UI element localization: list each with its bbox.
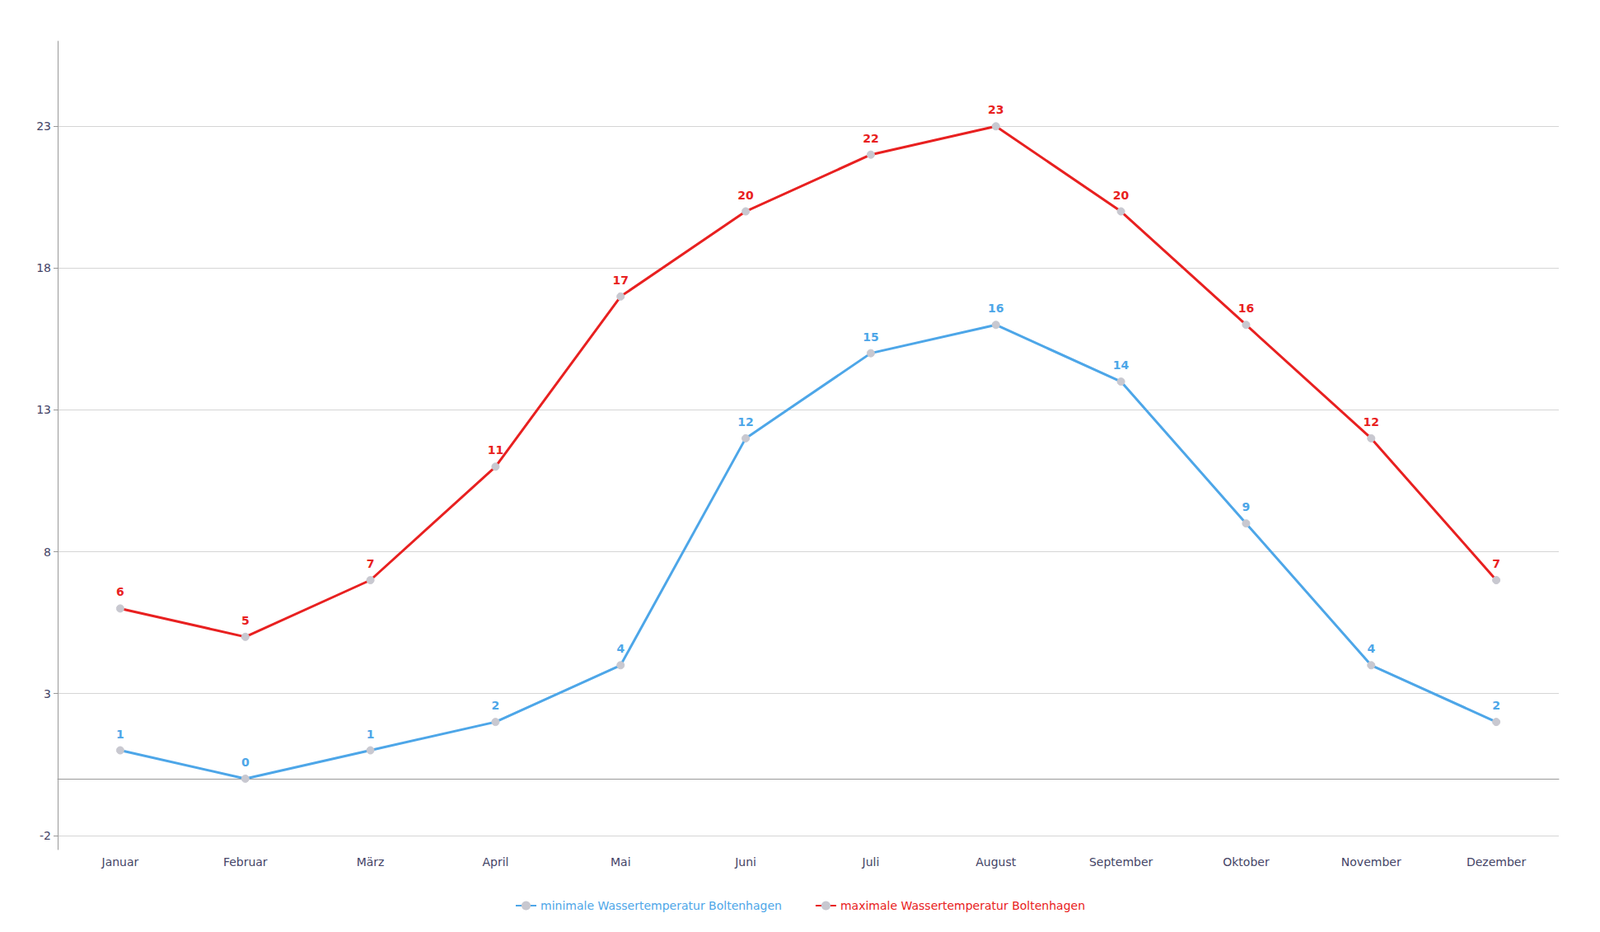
svg-text:15: 15 bbox=[862, 330, 879, 344]
svg-text:November: November bbox=[1341, 855, 1402, 869]
svg-text:20: 20 bbox=[737, 188, 754, 202]
svg-text:14: 14 bbox=[1113, 358, 1130, 372]
svg-text:7: 7 bbox=[366, 556, 375, 571]
svg-text:April: April bbox=[481, 855, 509, 869]
svg-text:1: 1 bbox=[366, 727, 375, 741]
svg-text:16: 16 bbox=[1238, 301, 1254, 315]
svg-text:3: 3 bbox=[43, 687, 52, 701]
svg-text:maximale Wassertemperatur Bolt: maximale Wassertemperatur Boltenhagen bbox=[840, 898, 1086, 913]
svg-text:Juli: Juli bbox=[861, 855, 880, 869]
svg-text:11: 11 bbox=[487, 443, 504, 457]
svg-text:9: 9 bbox=[1242, 500, 1251, 514]
svg-text:12: 12 bbox=[1363, 415, 1380, 429]
svg-text:16: 16 bbox=[987, 301, 1004, 315]
svg-text:20: 20 bbox=[1113, 188, 1130, 202]
svg-text:Dezember: Dezember bbox=[1466, 855, 1526, 869]
svg-text:8: 8 bbox=[43, 545, 52, 559]
svg-text:5: 5 bbox=[241, 613, 250, 627]
svg-text:Mai: Mai bbox=[610, 855, 632, 869]
svg-text:13: 13 bbox=[36, 402, 52, 417]
svg-text:23: 23 bbox=[987, 102, 1004, 117]
svg-text:Oktober: Oktober bbox=[1222, 855, 1270, 869]
svg-text:Februar: Februar bbox=[223, 855, 268, 869]
svg-text:17: 17 bbox=[612, 273, 629, 287]
svg-text:März: März bbox=[356, 855, 385, 869]
svg-text:0: 0 bbox=[241, 755, 250, 769]
svg-text:Januar: Januar bbox=[101, 855, 140, 869]
svg-text:1: 1 bbox=[116, 727, 125, 741]
svg-text:4: 4 bbox=[616, 641, 625, 655]
svg-text:Juni: Juni bbox=[734, 855, 757, 869]
svg-text:minimale Wassertemperatur Bolt: minimale Wassertemperatur Boltenhagen bbox=[540, 898, 782, 913]
svg-text:23: 23 bbox=[36, 119, 52, 133]
svg-text:-2: -2 bbox=[39, 828, 52, 843]
svg-text:7: 7 bbox=[1492, 556, 1501, 571]
svg-text:4: 4 bbox=[1366, 641, 1376, 655]
svg-text:2: 2 bbox=[491, 698, 501, 712]
svg-text:12: 12 bbox=[737, 415, 754, 429]
svg-text:18: 18 bbox=[36, 261, 52, 275]
svg-text:6: 6 bbox=[116, 584, 125, 599]
svg-text:22: 22 bbox=[862, 131, 879, 146]
svg-text:September: September bbox=[1089, 855, 1154, 869]
svg-text:August: August bbox=[975, 855, 1017, 869]
svg-text:2: 2 bbox=[1492, 698, 1501, 712]
